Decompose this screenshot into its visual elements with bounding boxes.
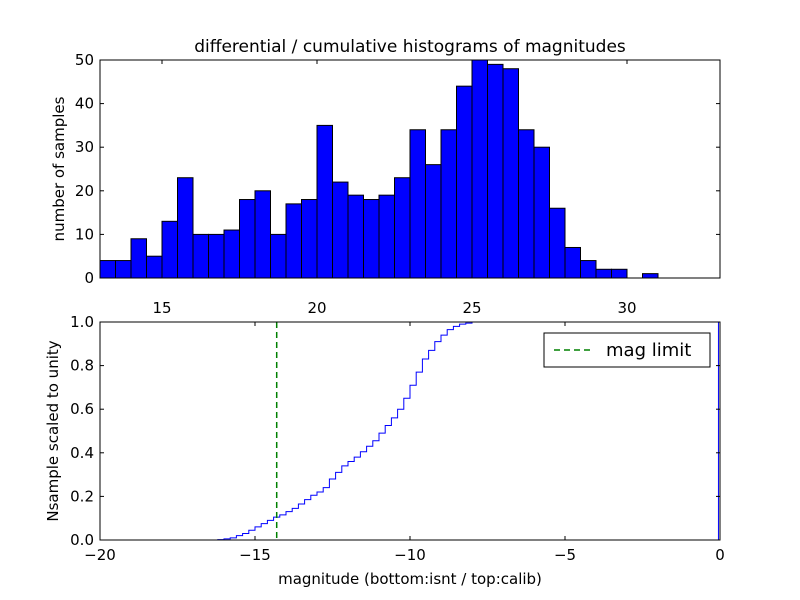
histogram-x-tick-label: 25: [462, 299, 481, 317]
histogram-bar: [642, 273, 659, 279]
histogram-y-tick-label: 20: [75, 182, 94, 200]
cumulative-x-axis-label: magnitude (bottom:isnt / top:calib): [278, 570, 542, 588]
histogram-bar: [146, 255, 163, 279]
histogram-bar: [409, 129, 426, 279]
histogram-bar: [518, 129, 535, 279]
cumulative-y-tick-label: 0.6: [70, 400, 94, 418]
histogram-bar: [580, 260, 597, 279]
cumulative-x-tick-label: −20: [84, 546, 116, 564]
histogram-bar: [549, 207, 566, 279]
histogram-bar: [533, 146, 550, 279]
cumulative-y-tick-label: 0.0: [70, 531, 94, 549]
histogram-bar: [177, 177, 194, 279]
histogram-bar: [487, 63, 504, 279]
histogram-bar: [363, 199, 380, 279]
histogram-plot-frame: [99, 59, 721, 279]
histogram-bar: [502, 68, 519, 279]
cumulative-x-tick-label: −15: [239, 546, 271, 564]
histogram-y-tick-label: 50: [75, 51, 94, 69]
histogram-bar: [301, 199, 318, 279]
histogram-bar: [595, 268, 612, 279]
histogram-x-tick-label: 30: [617, 299, 636, 317]
histogram-bar: [115, 260, 132, 279]
histogram-y-ticks: 0 10 20 30 40 50: [75, 51, 720, 287]
cumulative-x-tick-label: −10: [394, 546, 426, 564]
cumulative-y-tick-label: 0.4: [70, 444, 94, 462]
histogram-x-tick-label: 20: [307, 299, 326, 317]
histogram-bar: [223, 229, 240, 279]
histogram-bar: [316, 124, 333, 279]
cumulative-y-axis-label: Nsample scaled to unity: [44, 340, 62, 521]
figure-title: differential / cumulative histograms of …: [194, 37, 626, 57]
histogram-bar: [564, 246, 581, 279]
histogram-bar: [332, 181, 349, 279]
histogram-y-tick-label: 0: [84, 269, 94, 287]
histogram-panel: 0 10 20 30 40 50 15 20 25 30 number of samples: [50, 51, 721, 317]
cdf-line: [100, 321, 719, 541]
histogram-bar: [611, 268, 628, 279]
histogram-y-tick-label: 30: [75, 138, 94, 156]
histogram-bar: [208, 233, 225, 279]
cumulative-y-tick-label: 0.2: [70, 487, 94, 505]
histogram-bar: [161, 220, 178, 279]
cumulative-x-tick-label: 0: [715, 546, 725, 564]
histogram-bar: [425, 164, 442, 279]
cumulative-y-tick-label: 0.8: [70, 357, 94, 375]
histogram-y-tick-label: 10: [75, 225, 94, 243]
histogram-y-tick-label: 40: [75, 95, 94, 113]
histogram-bar: [285, 203, 302, 279]
histogram-bar: [254, 190, 271, 279]
cumulative-x-ticks: −20 −15 −10 −5 0: [84, 322, 725, 564]
cumulative-x-tick-label: −5: [554, 546, 576, 564]
cumulative-y-tick-label: 1.0: [70, 313, 94, 331]
histogram-bar: [394, 177, 411, 279]
cumulative-panel: 0.0 0.2 0.4 0.6 0.8 1.0 −20 −15 −10 −5 0 Nsample …: [44, 313, 725, 588]
histogram-bar: [347, 194, 364, 279]
histogram-bar: [239, 199, 256, 279]
histogram-bar: [130, 238, 147, 279]
histogram-bar: [99, 260, 116, 279]
cumulative-y-ticks: 0.0 0.2 0.4 0.6 0.8 1.0: [70, 313, 720, 549]
histogram-x-tick-label: 15: [152, 299, 171, 317]
legend-box: [543, 332, 711, 368]
histogram-bar: [456, 85, 473, 279]
legend: mag limit: [543, 332, 711, 368]
histogram-bar: [270, 233, 287, 279]
histogram-bar: [471, 59, 488, 279]
legend-mag-limit-label: mag limit: [606, 340, 691, 361]
histogram-bar: [378, 194, 395, 279]
histogram-bar: [440, 129, 457, 279]
histogram-x-ticks: 15 20 25 30: [152, 60, 637, 317]
histogram-y-axis-label: number of samples: [50, 96, 68, 241]
histogram-bar: [192, 233, 209, 279]
